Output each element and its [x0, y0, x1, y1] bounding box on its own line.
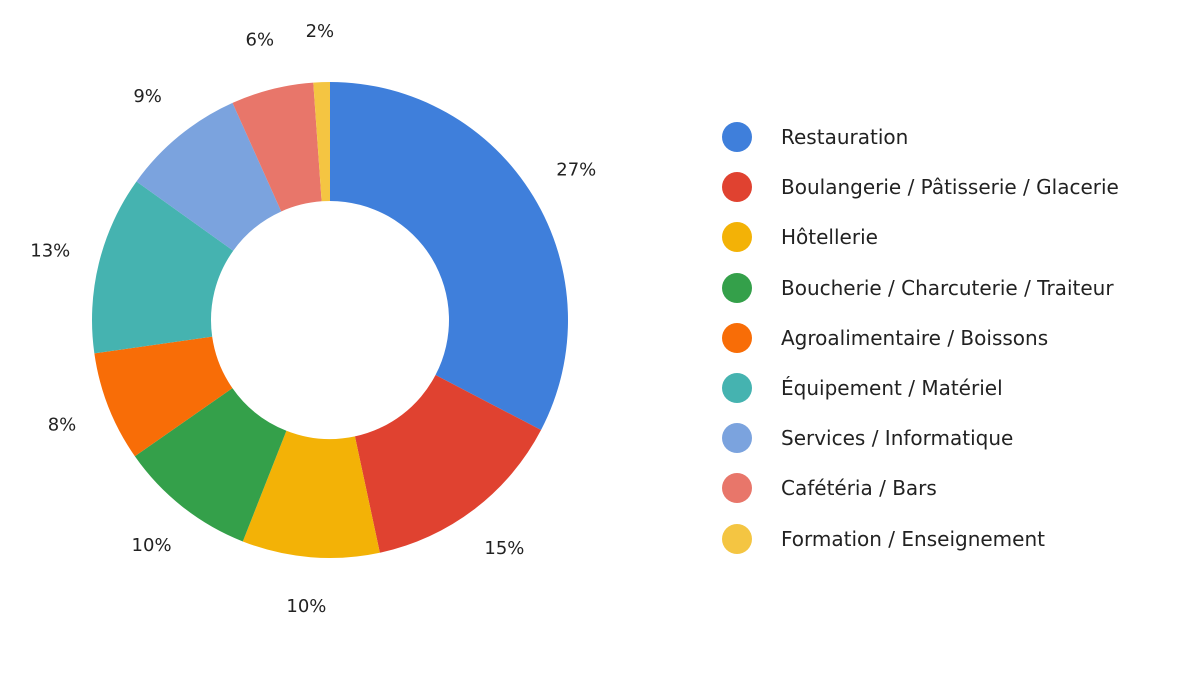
legend-swatch-icon	[722, 272, 752, 303]
legend-swatch-icon	[722, 423, 752, 454]
donut-slice-6	[136, 102, 282, 251]
legend-item-8: Formation / Enseignement	[722, 514, 1119, 564]
legend-label: Équipement / Matériel	[781, 376, 1003, 401]
donut-slice-7	[232, 82, 322, 212]
legend-label: Restauration	[781, 125, 909, 150]
donut-slice-3	[134, 388, 287, 542]
legend-swatch-icon	[722, 222, 752, 253]
legend-item-5: Équipement / Matériel	[722, 363, 1119, 413]
donut-slice-4	[94, 336, 233, 457]
legend-label: Formation / Enseignement	[781, 526, 1045, 551]
donut-slice-8	[313, 82, 330, 202]
slice-label-1: 15%	[484, 538, 524, 559]
legend-label: Hôtellerie	[781, 225, 878, 250]
legend-item-7: Cafétéria / Bars	[722, 463, 1119, 513]
slice-label-4: 8%	[48, 415, 77, 436]
legend-label: Boucherie / Charcuterie / Traiteur	[781, 275, 1114, 300]
legend-item-4: Agroalimentaire / Boissons	[722, 313, 1119, 363]
donut-slice-2	[242, 430, 380, 558]
donut-slice-1	[354, 375, 542, 553]
donut-slice-0	[330, 82, 569, 431]
donut-slice-5	[91, 181, 234, 354]
slice-label-8: 2%	[306, 21, 335, 42]
legend-swatch-icon	[722, 373, 752, 404]
legend-swatch-icon	[722, 473, 752, 504]
legend-label: Cafétéria / Bars	[781, 476, 937, 501]
chart-legend: Restauration Boulangerie / Pâtisserie / G…	[722, 112, 1119, 564]
slice-label-6: 9%	[133, 86, 162, 107]
slice-labels: 27% 15% 10% 10% 8% 13% 9% 6% 2%	[30, 21, 596, 617]
legend-item-2: Hôtellerie	[722, 212, 1119, 262]
legend-label: Agroalimentaire / Boissons	[781, 325, 1049, 350]
slice-label-2: 10%	[286, 596, 326, 617]
slice-label-0: 27%	[556, 160, 596, 181]
legend-label: Services / Informatique	[781, 426, 1014, 451]
legend-item-1: Boulangerie / Pâtisserie / Glacerie	[722, 162, 1119, 212]
legend-swatch-icon	[722, 322, 752, 353]
legend-label: Boulangerie / Pâtisserie / Glacerie	[781, 175, 1119, 200]
legend-item-0: Restauration	[722, 112, 1119, 162]
legend-swatch-icon	[722, 122, 752, 153]
legend-swatch-icon	[722, 523, 752, 554]
slice-label-7: 6%	[246, 30, 275, 51]
legend-swatch-icon	[722, 172, 752, 203]
legend-item-6: Services / Informatique	[722, 413, 1119, 463]
slice-label-5: 13%	[30, 240, 70, 261]
slice-label-3: 10%	[132, 535, 172, 556]
donut-slices	[91, 82, 569, 558]
legend-item-3: Boucherie / Charcuterie / Traiteur	[722, 263, 1119, 313]
